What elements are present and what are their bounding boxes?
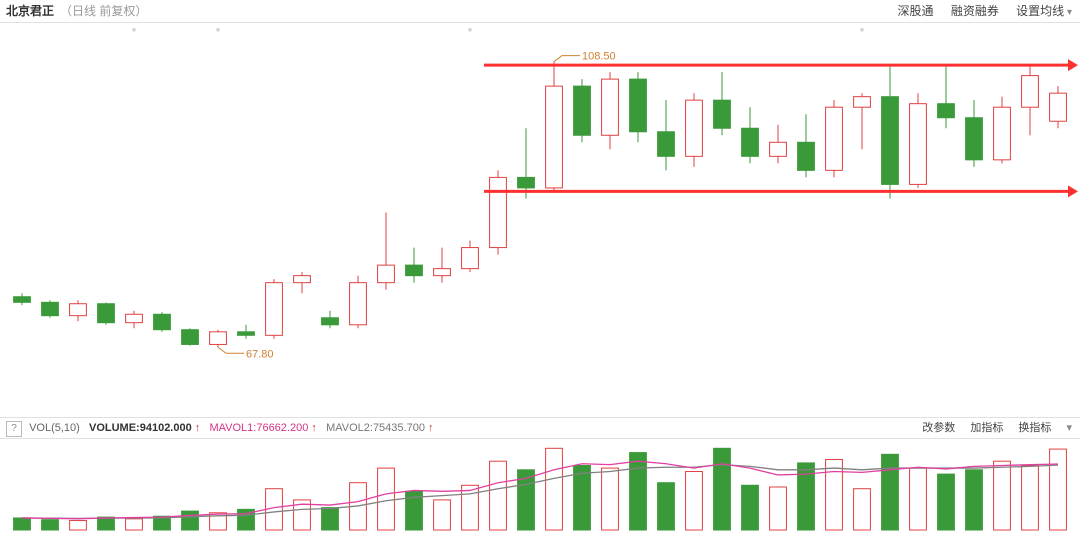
candlestick-chart[interactable]: * * * * 108.50 67.80: [0, 22, 1080, 418]
header-links: 深股通 融资融券 设置均线: [883, 0, 1072, 24]
mavol1-value: 76662.200: [256, 422, 308, 434]
svg-text:108.50: 108.50: [582, 51, 616, 63]
svg-text:*: *: [216, 25, 221, 39]
up-arrow-icon: ↑: [195, 422, 201, 434]
mavol2-label: MAVOL2: [326, 422, 370, 434]
volume-header: ? VOL(5,10) VOLUME:94102.000 ↑ MAVOL1:76…: [0, 418, 1080, 439]
svg-text:*: *: [468, 25, 473, 39]
up-arrow-icon: ↑: [428, 422, 434, 434]
link-margin[interactable]: 融资融券: [951, 4, 999, 18]
mavol1-label: MAVOL1: [209, 422, 253, 434]
chevron-down-icon[interactable]: ▾: [1066, 422, 1072, 434]
vol-indicator-label: VOL(5,10): [29, 422, 80, 434]
link-ma-settings[interactable]: 设置均线: [1016, 4, 1072, 18]
volume-chart[interactable]: [0, 438, 1080, 534]
volume-label: VOLUME: [89, 422, 136, 434]
volume-links: 改参数 加指标 换指标 ▾: [910, 418, 1072, 438]
chart-header: 北京君正 （日线 前复权） 深股通 融资融券 设置均线: [0, 0, 1080, 23]
help-icon[interactable]: ?: [6, 421, 22, 437]
up-arrow-icon: ↑: [311, 422, 317, 434]
svg-text:*: *: [132, 25, 137, 39]
svg-text:*: *: [860, 25, 865, 39]
link-add-indicator[interactable]: 加指标: [970, 422, 1003, 434]
volume-value: 94102.000: [140, 422, 192, 434]
link-shengutong[interactable]: 深股通: [897, 4, 933, 18]
mavol2-value: 75435.700: [373, 422, 425, 434]
link-change-params[interactable]: 改参数: [922, 422, 955, 434]
link-switch-indicator[interactable]: 换指标: [1018, 422, 1051, 434]
stock-name: 北京君正: [6, 0, 54, 22]
chart-subtitle: （日线 前复权）: [60, 0, 147, 22]
svg-text:67.80: 67.80: [246, 348, 274, 360]
